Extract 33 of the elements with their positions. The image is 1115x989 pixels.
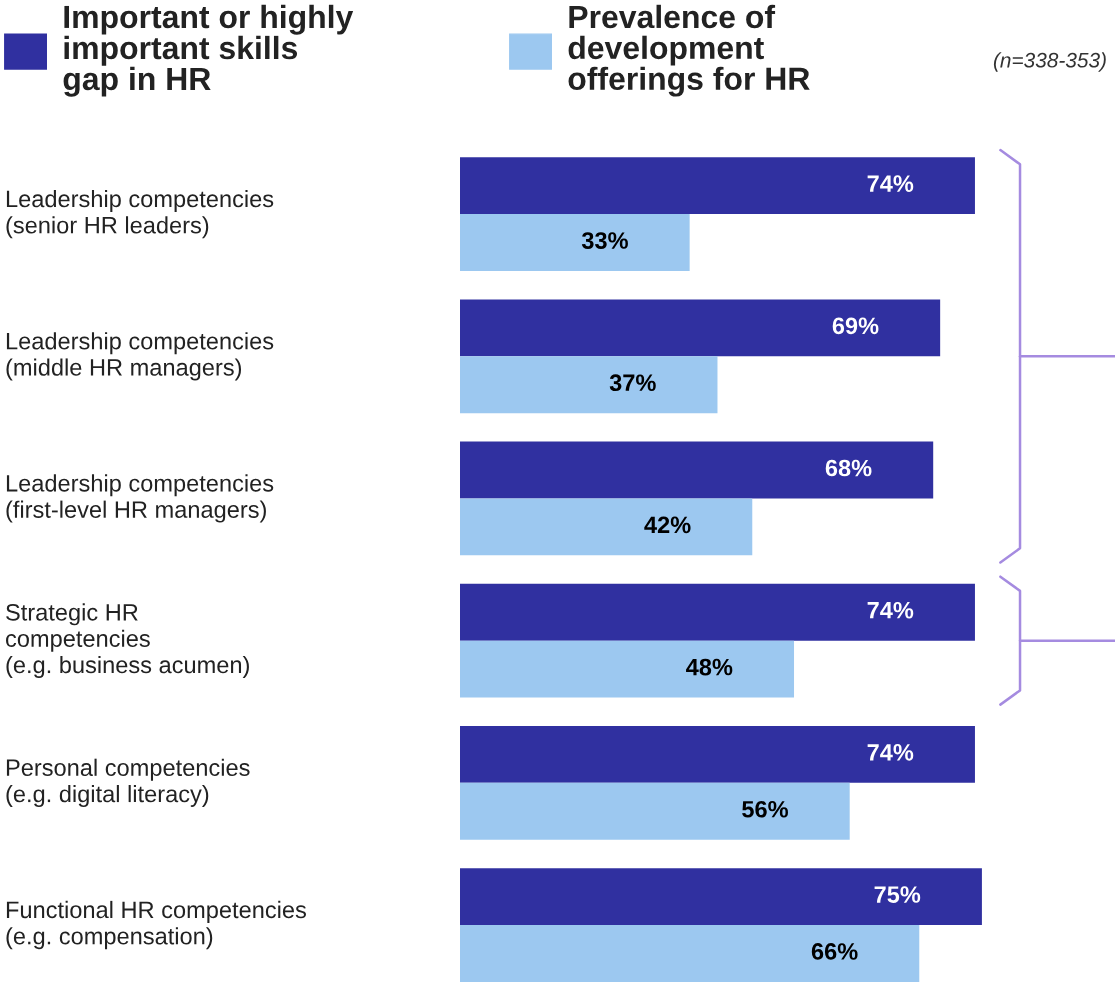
bar <box>460 925 920 982</box>
y-tick-label: Leadership competencies (middle HR managers) <box>6 332 274 381</box>
data-label: 48% <box>686 658 733 676</box>
legend-label: Prevalence of development offerings for HR <box>568 4 810 97</box>
y-tick-label: Functional HR competencies (e.g. compensation) <box>6 900 306 950</box>
bar <box>460 299 941 357</box>
bar <box>460 583 975 641</box>
bar <box>460 868 982 926</box>
bar <box>460 640 795 698</box>
text: (n=338-353) <box>993 52 1106 72</box>
bar <box>460 214 690 271</box>
data-label: 33% <box>581 232 628 249</box>
y-tick-label: Strategic HR competencies (e.g. business acumen) <box>6 603 249 678</box>
data-label: 68% <box>825 459 872 477</box>
y-tick-label: Personal competencies (e.g. digital literacy) <box>6 758 250 807</box>
bar <box>460 356 718 414</box>
bar <box>460 498 753 556</box>
bar <box>460 782 850 840</box>
data-label: 74% <box>867 744 914 761</box>
bar <box>460 725 975 783</box>
y-tick-label: Leadership competencies (first-level HR managers) <box>6 474 274 523</box>
data-label: 66% <box>811 943 858 960</box>
bar <box>460 441 934 499</box>
y-tick-label: Leadership competencies (senior HR leaders) <box>6 189 274 239</box>
data-label: 37% <box>609 374 656 392</box>
bar <box>460 157 975 215</box>
data-label: 74% <box>867 601 914 619</box>
data-label: 75% <box>874 886 921 903</box>
data-label: 56% <box>742 800 788 818</box>
data-label: 42% <box>644 516 691 534</box>
data-label: 69% <box>832 317 879 335</box>
data-label: 74% <box>867 175 914 192</box>
legend-label: Important or highly important skills gap in HR <box>63 4 354 97</box>
